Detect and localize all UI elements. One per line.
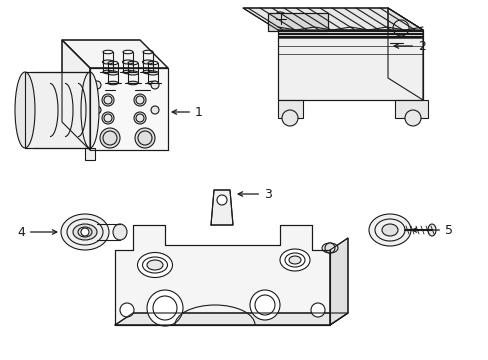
Polygon shape	[210, 190, 232, 225]
Ellipse shape	[107, 71, 118, 75]
Ellipse shape	[280, 249, 309, 271]
Text: 4: 4	[17, 225, 57, 239]
Ellipse shape	[113, 224, 127, 240]
Ellipse shape	[103, 70, 113, 74]
Circle shape	[151, 81, 159, 89]
Ellipse shape	[81, 72, 99, 148]
Ellipse shape	[147, 71, 158, 75]
Ellipse shape	[142, 70, 153, 74]
Circle shape	[93, 81, 101, 89]
Ellipse shape	[147, 260, 163, 270]
Circle shape	[134, 112, 146, 124]
Ellipse shape	[73, 224, 97, 240]
Polygon shape	[62, 40, 168, 68]
Polygon shape	[278, 30, 422, 100]
Circle shape	[282, 110, 297, 126]
Ellipse shape	[108, 81, 118, 85]
Ellipse shape	[128, 81, 138, 85]
Ellipse shape	[381, 224, 397, 236]
Text: 5: 5	[411, 224, 452, 237]
Polygon shape	[387, 8, 422, 100]
Ellipse shape	[122, 60, 133, 64]
Polygon shape	[85, 148, 95, 160]
Circle shape	[325, 243, 334, 253]
Circle shape	[93, 106, 101, 114]
Circle shape	[135, 128, 155, 148]
Circle shape	[310, 303, 325, 317]
Circle shape	[102, 94, 114, 106]
Polygon shape	[394, 100, 427, 118]
Ellipse shape	[137, 252, 172, 278]
Polygon shape	[115, 313, 347, 325]
Ellipse shape	[427, 224, 435, 236]
Ellipse shape	[61, 214, 109, 250]
Text: 3: 3	[238, 188, 271, 201]
Text: 2: 2	[393, 40, 425, 53]
Circle shape	[249, 290, 280, 320]
Circle shape	[120, 303, 134, 317]
Ellipse shape	[368, 214, 410, 246]
Polygon shape	[243, 8, 422, 30]
Circle shape	[102, 112, 114, 124]
Circle shape	[134, 94, 146, 106]
Circle shape	[147, 290, 183, 326]
Polygon shape	[115, 225, 329, 325]
Circle shape	[81, 228, 89, 236]
Polygon shape	[62, 40, 90, 150]
Ellipse shape	[288, 256, 301, 264]
Ellipse shape	[142, 60, 153, 64]
Polygon shape	[90, 68, 168, 150]
Ellipse shape	[321, 243, 337, 253]
Circle shape	[100, 128, 120, 148]
Circle shape	[151, 106, 159, 114]
Ellipse shape	[148, 81, 158, 85]
Circle shape	[392, 20, 408, 36]
Ellipse shape	[127, 71, 138, 75]
Circle shape	[404, 110, 420, 126]
Polygon shape	[25, 72, 90, 148]
Circle shape	[217, 195, 226, 205]
Ellipse shape	[123, 70, 133, 74]
Ellipse shape	[102, 60, 113, 64]
Text: 1: 1	[172, 105, 203, 118]
Polygon shape	[278, 100, 303, 118]
Polygon shape	[267, 13, 327, 31]
Ellipse shape	[15, 72, 35, 148]
Polygon shape	[329, 238, 347, 325]
